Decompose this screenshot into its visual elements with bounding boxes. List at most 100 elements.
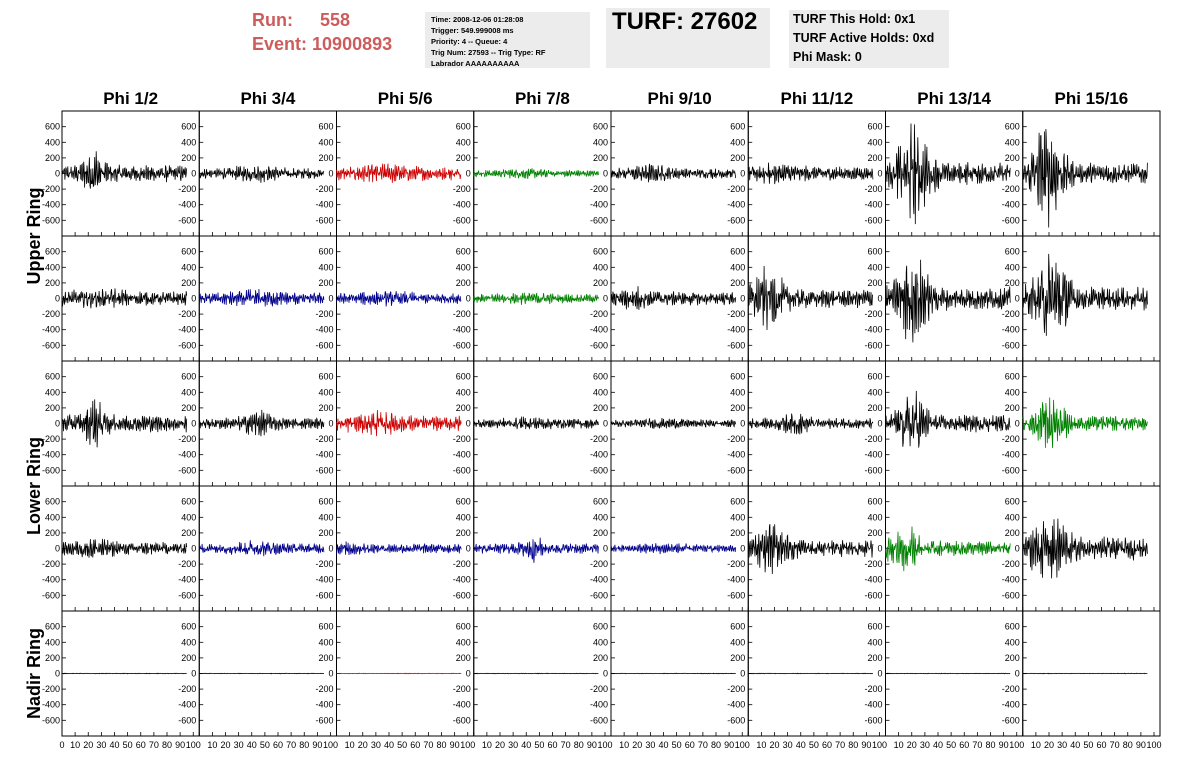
y-tick-label: -200 bbox=[178, 684, 196, 694]
x-tick-label: 80 bbox=[574, 740, 584, 750]
y-tick-label: -600 bbox=[727, 590, 745, 600]
y-tick-label: -400 bbox=[315, 700, 333, 710]
y-tick-label: 600 bbox=[1005, 122, 1020, 132]
y-tick-label: 0 bbox=[191, 169, 196, 179]
x-tick-label: 80 bbox=[299, 740, 309, 750]
y-tick-label: 200 bbox=[45, 153, 60, 163]
waveform-trace bbox=[473, 672, 599, 675]
column-header: Phi 9/10 bbox=[647, 89, 711, 108]
y-tick-label: 0 bbox=[55, 544, 60, 554]
y-tick-label: 0 bbox=[191, 294, 196, 304]
y-tick-label: -600 bbox=[42, 215, 60, 225]
x-tick-label: 20 bbox=[495, 740, 505, 750]
column-header: Phi 11/12 bbox=[780, 89, 853, 108]
y-tick-label: 200 bbox=[867, 278, 882, 288]
y-tick-label: 600 bbox=[456, 122, 471, 132]
y-tick-label: 600 bbox=[593, 372, 608, 382]
y-tick-label: -400 bbox=[727, 575, 745, 585]
y-tick-label: -600 bbox=[453, 465, 471, 475]
y-tick-label: -400 bbox=[727, 450, 745, 460]
y-tick-label: 200 bbox=[1005, 403, 1020, 413]
y-tick-label: 400 bbox=[1005, 512, 1020, 522]
x-tick-label: 10 bbox=[482, 740, 492, 750]
y-tick-label: 0 bbox=[191, 544, 196, 554]
column-header: Phi 5/6 bbox=[378, 89, 433, 108]
y-tick-label: -600 bbox=[315, 715, 333, 725]
x-tick-label: 50 bbox=[534, 740, 544, 750]
y-tick-label: -600 bbox=[453, 215, 471, 225]
y-tick-label: -400 bbox=[42, 700, 60, 710]
y-tick-label: 400 bbox=[456, 137, 471, 147]
y-tick-label: 200 bbox=[730, 278, 745, 288]
column-header: Phi 3/4 bbox=[240, 89, 295, 108]
waveform-trace bbox=[61, 399, 188, 448]
y-tick-label: 400 bbox=[181, 637, 196, 647]
y-tick-label: 0 bbox=[328, 294, 333, 304]
y-tick-label: -600 bbox=[178, 715, 196, 725]
waveform-trace bbox=[336, 541, 462, 556]
y-tick-label: -400 bbox=[590, 700, 608, 710]
y-tick-label: -400 bbox=[453, 450, 471, 460]
turf-hold-box: TURF This Hold: 0x1 TURF Active Holds: 0… bbox=[789, 10, 949, 68]
y-tick-label: 200 bbox=[318, 278, 333, 288]
x-tick-label: 80 bbox=[436, 740, 446, 750]
y-tick-label: 400 bbox=[456, 637, 471, 647]
x-tick-label: 100 bbox=[1146, 740, 1161, 750]
x-tick-label: 60 bbox=[822, 740, 832, 750]
y-tick-label: 600 bbox=[45, 372, 60, 382]
x-tick-label: 60 bbox=[410, 740, 420, 750]
y-tick-label: 600 bbox=[181, 497, 196, 507]
x-tick-label: 60 bbox=[959, 740, 969, 750]
y-tick-label: -400 bbox=[178, 575, 196, 585]
waveform-trace bbox=[336, 672, 462, 675]
column-header: Phi 13/14 bbox=[917, 89, 991, 108]
waveform-trace bbox=[885, 259, 1011, 343]
y-tick-label: -200 bbox=[864, 559, 882, 569]
y-tick-label: -600 bbox=[864, 465, 882, 475]
y-tick-label: 600 bbox=[867, 372, 882, 382]
y-tick-label: -400 bbox=[590, 575, 608, 585]
y-tick-label: -200 bbox=[42, 309, 60, 319]
y-tick-label: 200 bbox=[730, 403, 745, 413]
y-tick-label: 600 bbox=[318, 122, 333, 132]
y-tick-label: -600 bbox=[864, 215, 882, 225]
y-tick-label: 600 bbox=[318, 372, 333, 382]
y-tick-label: 0 bbox=[55, 294, 60, 304]
x-tick-label: 20 bbox=[358, 740, 368, 750]
y-tick-label: 400 bbox=[318, 512, 333, 522]
y-tick-label: 600 bbox=[593, 497, 608, 507]
info-trigger: Trigger: 549.999008 ms bbox=[431, 26, 514, 35]
y-tick-label: 400 bbox=[45, 637, 60, 647]
y-tick-label: 0 bbox=[328, 169, 333, 179]
waveform-trace bbox=[336, 163, 462, 183]
y-tick-label: -400 bbox=[1002, 200, 1020, 210]
y-tick-label: 400 bbox=[1005, 262, 1020, 272]
event-label: Event: bbox=[252, 34, 308, 54]
x-tick-label: 40 bbox=[247, 740, 257, 750]
y-tick-label: -200 bbox=[453, 559, 471, 569]
y-tick-label: 0 bbox=[1015, 294, 1020, 304]
y-tick-label: 0 bbox=[877, 419, 882, 429]
y-tick-label: 200 bbox=[730, 528, 745, 538]
waveform-trace bbox=[199, 409, 325, 437]
y-tick-label: 400 bbox=[181, 387, 196, 397]
y-tick-label: 400 bbox=[867, 387, 882, 397]
waveform-trace bbox=[610, 163, 737, 183]
row-group-label: Nadir Ring bbox=[24, 628, 44, 719]
y-tick-label: -400 bbox=[590, 325, 608, 335]
y-tick-label: 600 bbox=[181, 247, 196, 257]
run-event-box: Run: 558 Event: 10900893 bbox=[252, 8, 420, 66]
y-tick-label: -600 bbox=[727, 215, 745, 225]
y-tick-label: 0 bbox=[328, 669, 333, 679]
y-tick-label: -600 bbox=[590, 215, 608, 225]
y-tick-label: 0 bbox=[877, 669, 882, 679]
y-tick-label: -200 bbox=[178, 559, 196, 569]
y-tick-label: 400 bbox=[456, 512, 471, 522]
y-tick-label: 200 bbox=[181, 403, 196, 413]
y-tick-label: 600 bbox=[45, 247, 60, 257]
y-tick-label: 600 bbox=[45, 622, 60, 632]
y-tick-label: -600 bbox=[1002, 215, 1020, 225]
y-tick-label: -600 bbox=[315, 465, 333, 475]
y-tick-label: -400 bbox=[1002, 325, 1020, 335]
y-tick-label: 600 bbox=[730, 497, 745, 507]
